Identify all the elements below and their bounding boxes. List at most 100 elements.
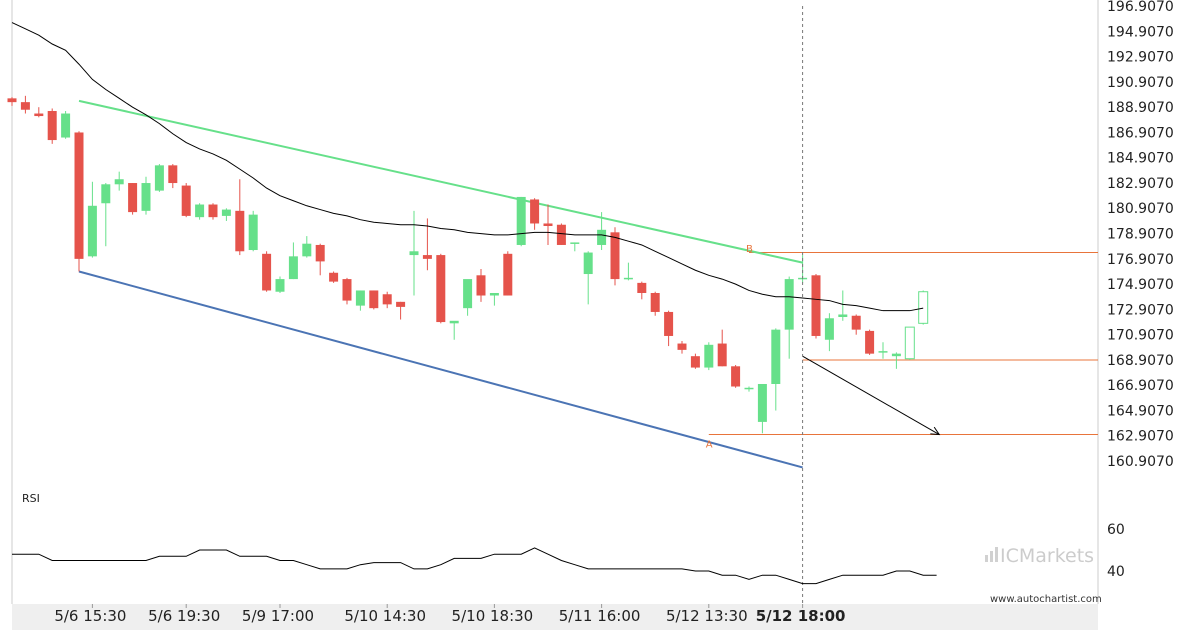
candle-body (530, 199, 540, 224)
candle-body (221, 209, 231, 216)
candle-body (61, 113, 71, 138)
x-tick-label: 5/9 17:00 (242, 607, 314, 625)
watermark-bar-1 (985, 555, 988, 562)
candle-body (463, 279, 473, 309)
y-tick-label: 162.9070 (1107, 429, 1174, 445)
rsi-line (12, 547, 937, 585)
watermark-bar-3 (995, 547, 998, 562)
candle-body (771, 329, 781, 384)
x-tick-label: 5/12 13:30 (666, 607, 748, 625)
candle-body (7, 98, 17, 103)
rsi-panel: 60 40 (12, 522, 1125, 585)
candle-body (784, 279, 794, 330)
y-tick-label: 184.9070 (1107, 151, 1174, 167)
y-tick-label: 160.9070 (1107, 454, 1174, 470)
indicator-label: RSI (22, 492, 40, 505)
rsi-tick-label: 60 (1107, 522, 1125, 538)
moving-average-line (11, 22, 924, 312)
pattern-points: AB (706, 244, 753, 450)
y-tick-label: 182.9070 (1107, 176, 1174, 192)
candle-body (543, 223, 553, 227)
y-tick-label: 188.9070 (1107, 100, 1174, 116)
credit-text: www.autochartist.com (990, 594, 1102, 605)
moving-average (11, 22, 924, 312)
candle-body (918, 291, 929, 324)
candle-body (396, 301, 406, 307)
candle-body (208, 204, 218, 218)
y-tick-label: 168.9070 (1107, 353, 1174, 369)
candle-body (570, 242, 580, 244)
candle-body (74, 132, 84, 259)
candle-body (744, 387, 754, 390)
x-tick-label: 5/6 19:30 (148, 607, 220, 625)
candle-body (904, 326, 915, 360)
x-axis-ticks: 5/6 15:30 5/6 19:30 5/9 17:00 5/10 14:30 5/1… (54, 604, 845, 625)
candle-body (851, 315, 861, 330)
rsi-tick-label: 40 (1107, 564, 1125, 580)
x-tick-label: 5/10 14:30 (344, 607, 426, 625)
candle-body (47, 110, 57, 141)
y-tick-label: 172.9070 (1107, 302, 1174, 318)
candle-body (677, 343, 687, 350)
candle-body (516, 196, 526, 245)
candle-body (690, 356, 700, 368)
candles (7, 95, 929, 434)
channel-lines (78, 99, 803, 469)
candle-body (476, 275, 486, 296)
candle-body (195, 204, 205, 218)
candle-body (87, 205, 97, 257)
y-tick-label: 178.9070 (1107, 227, 1174, 243)
y-tick-label: 186.9070 (1107, 125, 1174, 141)
candle-body (329, 272, 339, 282)
y-tick-label: 164.9070 (1107, 403, 1174, 419)
candle-body (275, 279, 285, 292)
candle-body (811, 275, 821, 336)
candle-body (717, 343, 727, 367)
candle-body (302, 243, 312, 257)
candle-body (101, 184, 111, 204)
candle-body (141, 183, 151, 211)
candle-body (262, 253, 272, 291)
candle-body (449, 320, 459, 324)
candle-body (382, 294, 392, 305)
x-tick-label: 5/11 16:00 (559, 607, 641, 625)
candle-body (865, 330, 875, 354)
candle-body (757, 383, 767, 422)
candle-body (154, 165, 164, 191)
candle-body (422, 255, 432, 259)
candle-body (34, 113, 44, 117)
candle-body (128, 183, 138, 213)
watermark: ICMarkets (985, 545, 1094, 567)
candle-body (610, 232, 620, 280)
candle-body (20, 102, 30, 110)
candle-body (489, 292, 499, 296)
candle-body (623, 277, 633, 280)
candle-body (637, 282, 647, 293)
candle-body (181, 185, 191, 216)
y-tick-label: 190.9070 (1107, 75, 1174, 91)
y-axis-ticks: 196.9070 194.9070 192.9070 190.9070 188.9070… (1107, 0, 1174, 470)
candle-body (597, 229, 607, 245)
candle-body (369, 290, 379, 309)
candle-body (235, 210, 245, 252)
y-tick-label: 194.9070 (1107, 24, 1174, 40)
price-levels (708, 252, 1098, 436)
candle-body (650, 292, 660, 312)
watermark-bar-2 (990, 551, 993, 562)
candle-body (664, 311, 674, 336)
y-tick-label: 174.9070 (1107, 277, 1174, 293)
candle-body (838, 314, 848, 318)
candle-body (342, 279, 352, 301)
channel-upper-line (78, 99, 803, 264)
x-tick-label: 5/10 18:30 (452, 607, 534, 625)
candle-body (503, 253, 513, 296)
x-axis-band (12, 604, 1098, 630)
pattern-point-label: B (746, 244, 753, 255)
candle-body (315, 244, 325, 262)
y-tick-label: 196.9070 (1107, 0, 1174, 15)
candle-body (248, 214, 258, 251)
pattern-point-label: A (706, 440, 713, 451)
x-tick-label: 5/6 15:30 (54, 607, 126, 625)
